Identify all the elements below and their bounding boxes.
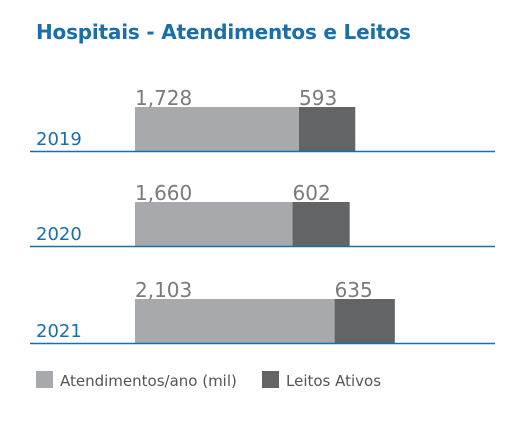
bar-leitos-2020 bbox=[292, 202, 350, 246]
category-label-2021: 2021 bbox=[36, 321, 82, 342]
value-label-atendimentos-2019: 1,728 bbox=[135, 86, 192, 110]
legend-swatch-atendimentos bbox=[36, 371, 53, 388]
value-label-leitos-2021: 635 bbox=[335, 278, 373, 302]
chart-title: Hospitais - Atendimentos e Leitos bbox=[36, 20, 411, 44]
bar-atendimentos-2020 bbox=[135, 202, 293, 246]
legend-label-atendimentos: Atendimentos/ano (mil) bbox=[60, 372, 237, 390]
value-label-leitos-2020: 602 bbox=[293, 181, 331, 205]
bar-atendimentos-2021 bbox=[135, 299, 335, 343]
category-label-2019: 2019 bbox=[36, 129, 82, 150]
category-label-2020: 2020 bbox=[36, 224, 82, 245]
bar-atendimentos-2019 bbox=[135, 107, 299, 151]
bar-leitos-2021 bbox=[334, 299, 395, 343]
value-label-atendimentos-2020: 1,660 bbox=[135, 181, 192, 205]
value-label-leitos-2019: 593 bbox=[299, 86, 337, 110]
value-label-atendimentos-2021: 2,103 bbox=[135, 278, 192, 302]
legend-swatch-leitos bbox=[262, 371, 279, 388]
bar-leitos-2019 bbox=[299, 107, 356, 151]
legend-label-leitos: Leitos Ativos bbox=[286, 372, 381, 390]
